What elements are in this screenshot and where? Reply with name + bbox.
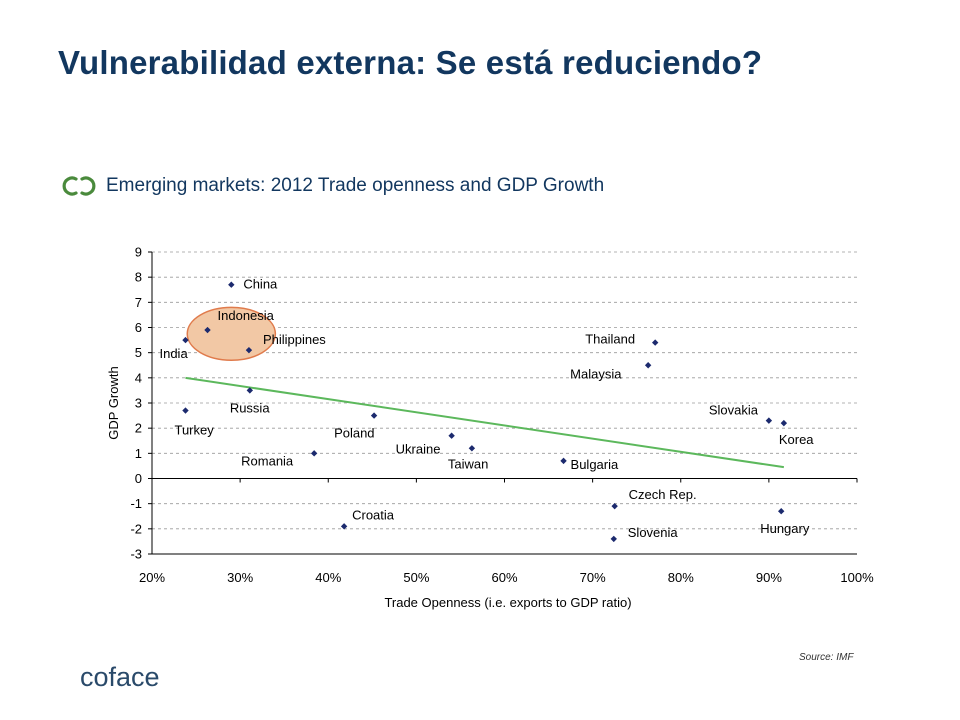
chart-highlight	[186, 306, 277, 361]
point-marker-russia	[246, 387, 254, 394]
x-tick-label: 100%	[840, 570, 874, 585]
trendline	[185, 376, 785, 469]
point-marker-croatia	[340, 523, 348, 530]
x-tick-label: 60%	[491, 570, 517, 585]
y-tick-label: -2	[130, 521, 142, 536]
point-marker-indonesia	[204, 326, 211, 334]
chart-point-labels: China Indonesia India Philippines Russia Turk…	[159, 277, 814, 540]
x-tick-label: 30%	[227, 570, 253, 585]
point-label: Indonesia	[218, 308, 275, 323]
point-label: Turkey	[174, 423, 214, 438]
point-label: India	[159, 346, 188, 361]
point-label: Taiwan	[448, 456, 488, 471]
x-tick-label: 50%	[403, 570, 429, 585]
point-marker-slovakia	[765, 417, 773, 424]
point-marker-czech-rep-	[611, 502, 618, 510]
double-ring-icon	[62, 176, 96, 196]
y-tick-label: 8	[135, 270, 142, 285]
chart-tick-labels: 9 8 7 6 5 4 3 2 1 0 -1 -2 -3 20% 30% 40% 50% 60% 70% 80% 90%…	[130, 245, 874, 586]
point-label: Bulgaria	[571, 457, 619, 472]
y-tick-label: 4	[135, 370, 142, 385]
point-label: Malaysia	[570, 366, 622, 381]
point-marker-romania	[310, 450, 318, 457]
y-tick-label: 9	[135, 245, 142, 260]
point-marker-ukraine	[448, 432, 455, 439]
x-tick-label: 70%	[580, 570, 606, 585]
y-axis-label: GDP Growth	[106, 366, 121, 439]
point-label: Ukraine	[396, 442, 441, 457]
point-label: Romania	[241, 453, 294, 468]
y-tick-label: 2	[135, 421, 142, 436]
y-tick-label: -1	[130, 496, 142, 511]
y-tick-label: 0	[135, 471, 142, 486]
point-label: Hungary	[760, 521, 810, 536]
point-label: Slovenia	[628, 525, 679, 540]
y-tick-label: 3	[135, 396, 142, 411]
point-marker-hungary	[778, 508, 785, 515]
y-tick-label: 6	[135, 320, 142, 335]
x-tick-label: 90%	[756, 570, 782, 585]
point-marker-china	[228, 281, 235, 288]
point-label: Korea	[779, 432, 814, 447]
point-marker-india	[182, 336, 189, 344]
y-tick-label: 1	[135, 446, 142, 461]
chart-points	[182, 281, 788, 543]
point-marker-taiwan	[468, 445, 476, 452]
subtitle-bullet: Emerging markets: 2012 Trade openness an…	[60, 174, 604, 198]
point-label: Czech Rep.	[629, 487, 697, 502]
point-marker-philippines	[245, 346, 253, 354]
point-marker-thailand	[651, 339, 659, 346]
y-tick-label: -3	[130, 547, 142, 562]
slide-title: Vulnerabilidad externa: Se está reducien…	[58, 44, 763, 81]
x-axis-label: Trade Openness (i.e. exports to GDP rati…	[384, 595, 631, 610]
point-marker-malaysia	[644, 362, 652, 369]
x-tick-label: 40%	[315, 570, 341, 585]
point-marker-turkey	[182, 407, 189, 414]
coface-logo-icon: coface	[80, 662, 160, 692]
point-label: Russia	[230, 400, 271, 415]
x-tick-label: 20%	[139, 570, 165, 585]
point-label: Poland	[334, 426, 374, 441]
point-label: Croatia	[352, 507, 395, 522]
chart-grid	[152, 251, 857, 530]
point-marker-korea	[780, 419, 788, 427]
logo-text: coface	[80, 662, 160, 692]
y-tick-label: 7	[135, 295, 142, 310]
chart-caption: Emerging markets: 2012 Trade openness an…	[106, 175, 605, 196]
point-label: Thailand	[585, 332, 635, 347]
point-label: Slovakia	[709, 403, 759, 418]
point-marker-bulgaria	[560, 457, 567, 465]
source-note: Source: IMF	[799, 652, 854, 663]
y-tick-label: 5	[135, 345, 142, 360]
point-label: Philippines	[263, 332, 326, 347]
x-tick-label: 80%	[668, 570, 694, 585]
point-marker-slovenia	[610, 535, 617, 543]
point-label: China	[243, 277, 278, 292]
point-marker-poland	[370, 412, 378, 419]
chart-trendline	[185, 376, 785, 469]
highlight-ellipse	[186, 306, 277, 361]
chart-axes	[148, 251, 858, 555]
